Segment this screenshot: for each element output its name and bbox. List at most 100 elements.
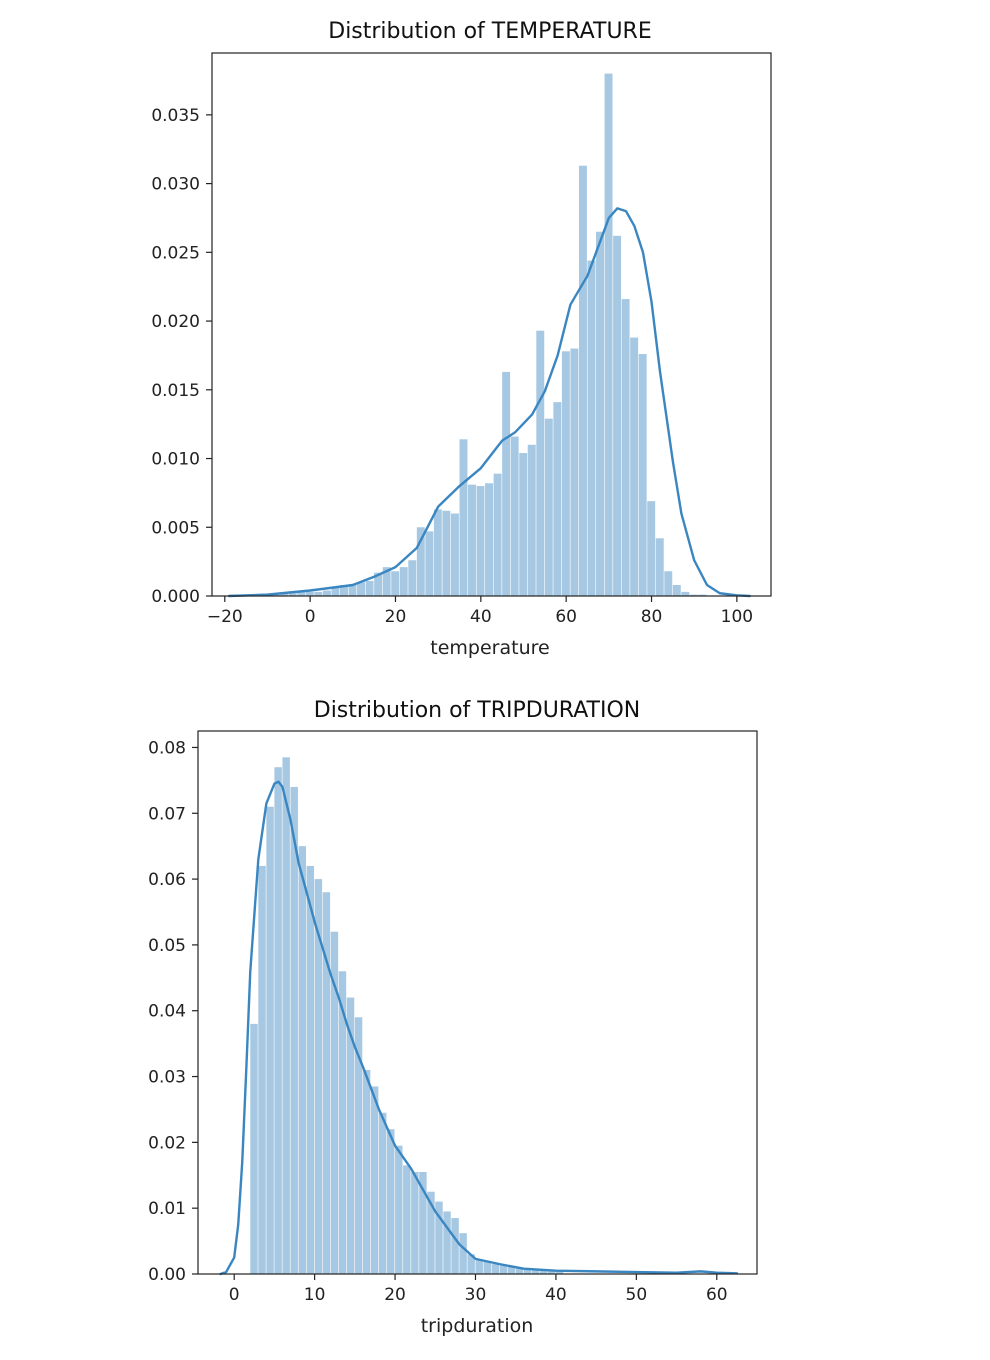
y-tick-label: 0.010	[151, 450, 200, 470]
histogram-bar	[306, 865, 315, 1274]
histogram-bar	[467, 1254, 475, 1274]
histogram-bar	[435, 1201, 443, 1274]
histogram-bar	[531, 1269, 540, 1274]
y-tick-label: 0.03	[148, 1068, 186, 1088]
y-tick-label: 0.00	[148, 1265, 186, 1285]
y-tick-label: 0.01	[148, 1199, 186, 1219]
chart-title: Distribution of TRIPDURATION	[314, 698, 641, 723]
histogram-bar	[507, 1266, 516, 1274]
histogram-bar	[442, 510, 451, 596]
histogram-bar	[561, 351, 570, 596]
histogram-bar	[387, 1129, 395, 1274]
histogram-bar	[399, 567, 408, 596]
x-tick-label: 20	[384, 1285, 406, 1305]
histogram-bar	[523, 1268, 532, 1274]
histogram-bar	[519, 453, 528, 596]
x-tick-label: 100	[721, 607, 753, 627]
histogram-bar	[395, 1145, 403, 1274]
histogram-bar	[288, 593, 297, 596]
histogram-bar	[250, 1023, 258, 1274]
histogram-bar	[483, 1261, 491, 1274]
x-tick-label: 30	[465, 1285, 487, 1305]
histogram-bar	[266, 806, 274, 1274]
histogram-bar	[672, 585, 681, 596]
histogram-bar	[314, 879, 323, 1274]
x-tick-label: 50	[626, 1285, 648, 1305]
histogram-bar	[274, 767, 282, 1274]
y-tick-label: 0.005	[151, 518, 200, 538]
y-tick-label: 0.02	[148, 1133, 186, 1153]
histogram-bar	[638, 354, 647, 596]
histogram-bar	[403, 1165, 411, 1274]
y-tick-label: 0.035	[151, 106, 200, 126]
x-tick-label: 0	[305, 607, 316, 627]
histogram-bar	[689, 594, 698, 596]
kde-curve	[227, 207, 751, 598]
histogram-bar	[282, 757, 290, 1274]
plot-area: 0 10 20 30 40 50 60 0.00 0.01 0.02 0.03 0.04 0.05 0.0…	[148, 730, 758, 1305]
histogram-bar	[408, 560, 417, 596]
histogram-bar	[527, 444, 536, 596]
histogram-bar	[374, 572, 383, 596]
y-tick-label: 0.030	[151, 175, 200, 195]
histogram-bar	[459, 1233, 467, 1274]
histogram-bar	[475, 1260, 483, 1274]
histogram-bar	[468, 484, 476, 596]
y-tick-label: 0.06	[148, 870, 186, 890]
x-tick-label: −20	[207, 607, 243, 627]
histogram-bar	[290, 786, 298, 1274]
kde-curve	[219, 780, 739, 1276]
histogram-bar	[391, 571, 400, 596]
histogram-bar	[587, 260, 596, 596]
x-tick-label: 40	[545, 1285, 567, 1305]
x-tick-label: 20	[385, 607, 407, 627]
histogram-bar	[346, 997, 355, 1274]
histogram-bar	[354, 1017, 363, 1274]
histogram-bar	[536, 330, 545, 596]
y-tick-label: 0.05	[148, 936, 186, 956]
histogram-bar	[539, 1270, 548, 1274]
histogram-bar	[271, 594, 280, 596]
tripduration-chart: Distribution of TRIPDURATION 0 10 20 30 40 50…	[148, 698, 758, 1337]
histogram-bar	[425, 531, 434, 596]
histogram-bar	[499, 1265, 508, 1274]
temperature-chart: Distribution of TEMPERATURE −20 0 20 40 60 80…	[151, 19, 772, 659]
axes-frame	[211, 52, 772, 597]
histogram-bar	[362, 1069, 371, 1274]
histogram-bar	[419, 1171, 427, 1274]
histogram-bar	[348, 585, 357, 596]
x-tick-label: 10	[304, 1285, 326, 1305]
y-tick-label: 0.025	[151, 243, 200, 263]
histogram-bar	[427, 1191, 435, 1274]
histogram-bar	[491, 1264, 500, 1274]
x-axis-label: tripduration	[421, 1315, 534, 1337]
histogram-bar	[314, 591, 323, 596]
y-tick-label: 0.000	[151, 587, 200, 607]
histogram-bar	[553, 402, 562, 596]
y-tick-label: 0.020	[151, 312, 200, 332]
histogram-bar	[570, 348, 579, 596]
histogram-bar	[544, 418, 553, 596]
histogram-bar	[378, 1112, 387, 1274]
histogram-bar	[322, 590, 331, 596]
histogram-bar	[502, 371, 511, 596]
histogram-bar	[664, 571, 673, 596]
histogram-bar	[357, 582, 366, 596]
histogram-bar	[578, 165, 587, 596]
chart-title: Distribution of TEMPERATURE	[328, 19, 652, 44]
histogram-bar	[613, 235, 622, 596]
histogram-bar	[596, 231, 604, 596]
histogram-bar	[604, 73, 613, 597]
histogram-bar	[297, 591, 306, 596]
histogram-bar	[322, 892, 331, 1274]
histogram-bar	[370, 1086, 379, 1274]
histogram-bar	[382, 567, 391, 596]
x-tick-label: 80	[641, 607, 663, 627]
histogram-bar	[485, 483, 494, 596]
x-tick-label: 60	[706, 1285, 728, 1305]
x-tick-label: 40	[470, 607, 492, 627]
histogram-bar	[331, 587, 340, 596]
histogram-bar	[515, 1268, 524, 1274]
x-tick-label: 0	[229, 1285, 240, 1305]
